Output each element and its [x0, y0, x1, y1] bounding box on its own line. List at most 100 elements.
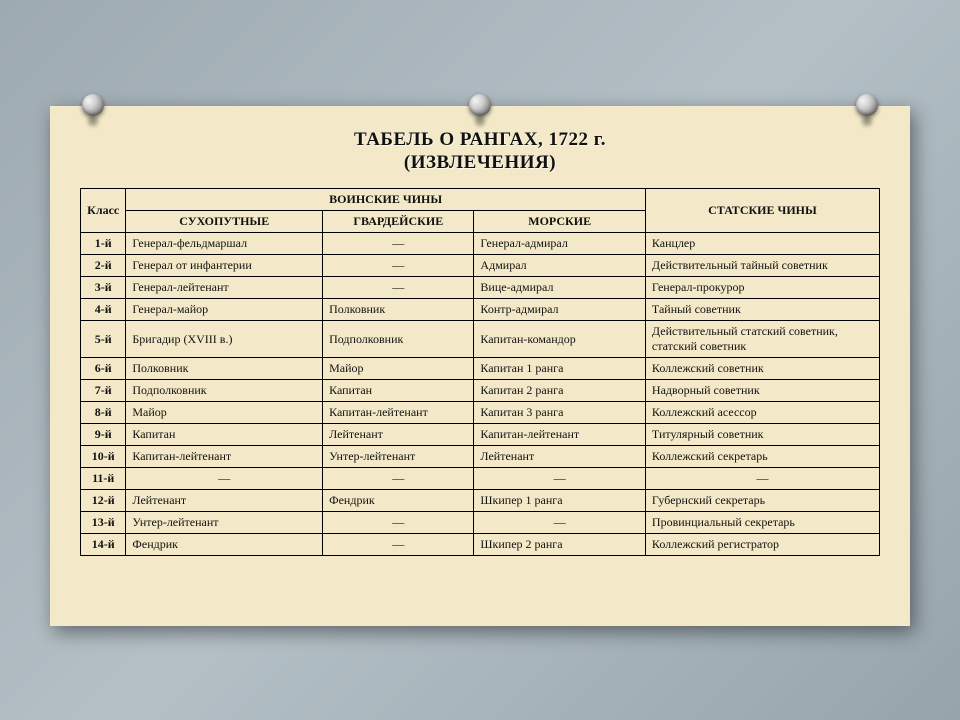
cell-naval: Шкипер 2 ранга: [474, 534, 646, 556]
cell-guard: Фендрик: [323, 490, 474, 512]
cell-land: Лейтенант: [126, 490, 323, 512]
cell-naval: Капитан-лейтенант: [474, 424, 646, 446]
cell-land: —: [126, 468, 323, 490]
cell-land: Генерал-фельдмаршал: [126, 233, 323, 255]
document-card: ТАБЕЛЬ О РАНГАХ, 1722 г. (ИЗВЛЕЧЕНИЯ) Кл…: [50, 106, 910, 626]
cell-guard: Полковник: [323, 299, 474, 321]
cell-guard: Унтер-лейтенант: [323, 446, 474, 468]
cell-guard: —: [323, 277, 474, 299]
cell-naval: Вице-адмирал: [474, 277, 646, 299]
cell-land: Капитан: [126, 424, 323, 446]
cell-civil: Губернский секретарь: [645, 490, 879, 512]
table-row: 12-йЛейтенантФендрикШкипер 1 рангаГуберн…: [81, 490, 880, 512]
cell-class: 8-й: [81, 402, 126, 424]
cell-civil: —: [645, 468, 879, 490]
cell-guard: Капитан: [323, 380, 474, 402]
col-header-naval: МОРСКИЕ: [474, 211, 646, 233]
cell-naval: Шкипер 1 ранга: [474, 490, 646, 512]
cell-civil: Коллежский советник: [645, 358, 879, 380]
cell-civil: Коллежский секретарь: [645, 446, 879, 468]
cell-class: 11-й: [81, 468, 126, 490]
cell-civil: Коллежский регистратор: [645, 534, 879, 556]
rivet-icon: [856, 94, 878, 116]
rivet-icon: [82, 94, 104, 116]
cell-civil: Действительный тайный советник: [645, 255, 879, 277]
cell-guard: —: [323, 512, 474, 534]
cell-civil: Канцлер: [645, 233, 879, 255]
col-header-class: Класс: [81, 189, 126, 233]
col-header-guard: ГВАРДЕЙСКИЕ: [323, 211, 474, 233]
title-block: ТАБЕЛЬ О РАНГАХ, 1722 г. (ИЗВЛЕЧЕНИЯ): [80, 129, 880, 174]
table-row: 6-йПолковникМайорКапитан 1 рангаКоллежск…: [81, 358, 880, 380]
cell-land: Генерал от инфантерии: [126, 255, 323, 277]
cell-guard: —: [323, 534, 474, 556]
table-row: 5-йБригадир (XVIII в.)ПодполковникКапита…: [81, 321, 880, 358]
table-row: 11-й————: [81, 468, 880, 490]
ranks-table: Класс ВОИНСКИЕ ЧИНЫ СТАТСКИЕ ЧИНЫ СУХОПУ…: [80, 188, 880, 556]
cell-land: Бригадир (XVIII в.): [126, 321, 323, 358]
cell-class: 7-й: [81, 380, 126, 402]
col-header-land: СУХОПУТНЫЕ: [126, 211, 323, 233]
cell-guard: —: [323, 468, 474, 490]
cell-land: Фендрик: [126, 534, 323, 556]
cell-guard: Майор: [323, 358, 474, 380]
table-row: 9-йКапитанЛейтенантКапитан-лейтенантТиту…: [81, 424, 880, 446]
table-row: 13-йУнтер-лейтенант——Провинциальный секр…: [81, 512, 880, 534]
cell-class: 1-й: [81, 233, 126, 255]
cell-class: 3-й: [81, 277, 126, 299]
table-row: 1-йГенерал-фельдмаршал—Генерал-адмиралКа…: [81, 233, 880, 255]
cell-land: Унтер-лейтенант: [126, 512, 323, 534]
cell-class: 10-й: [81, 446, 126, 468]
cell-civil: Действительный статский советник, статск…: [645, 321, 879, 358]
table-row: 2-йГенерал от инфантерии—АдмиралДействит…: [81, 255, 880, 277]
cell-naval: —: [474, 468, 646, 490]
paper-sheet: ТАБЕЛЬ О РАНГАХ, 1722 г. (ИЗВЛЕЧЕНИЯ) Кл…: [50, 106, 910, 626]
table-row: 4-йГенерал-майорПолковникКонтр-адмиралТа…: [81, 299, 880, 321]
table-row: 3-йГенерал-лейтенант—Вице-адмиралГенерал…: [81, 277, 880, 299]
cell-civil: Коллежский асессор: [645, 402, 879, 424]
col-header-military-group: ВОИНСКИЕ ЧИНЫ: [126, 189, 646, 211]
col-header-civil: СТАТСКИЕ ЧИНЫ: [645, 189, 879, 233]
cell-civil: Генерал-прокурор: [645, 277, 879, 299]
cell-naval: Контр-адмирал: [474, 299, 646, 321]
cell-naval: Лейтенант: [474, 446, 646, 468]
cell-naval: Капитан-командор: [474, 321, 646, 358]
cell-civil: Титулярный советник: [645, 424, 879, 446]
title-line-1: ТАБЕЛЬ О РАНГАХ, 1722 г.: [80, 129, 880, 151]
table-row: 7-йПодполковникКапитанКапитан 2 рангаНад…: [81, 380, 880, 402]
cell-class: 6-й: [81, 358, 126, 380]
cell-guard: Капитан-лейтенант: [323, 402, 474, 424]
cell-class: 5-й: [81, 321, 126, 358]
cell-class: 4-й: [81, 299, 126, 321]
cell-naval: Капитан 3 ранга: [474, 402, 646, 424]
table-header-row-1: Класс ВОИНСКИЕ ЧИНЫ СТАТСКИЕ ЧИНЫ: [81, 189, 880, 211]
cell-guard: —: [323, 255, 474, 277]
cell-class: 12-й: [81, 490, 126, 512]
cell-class: 9-й: [81, 424, 126, 446]
cell-naval: Капитан 2 ранга: [474, 380, 646, 402]
cell-civil: Тайный советник: [645, 299, 879, 321]
table-row: 8-йМайорКапитан-лейтенантКапитан 3 ранга…: [81, 402, 880, 424]
cell-class: 2-й: [81, 255, 126, 277]
table-row: 14-йФендрик—Шкипер 2 рангаКоллежский рег…: [81, 534, 880, 556]
cell-land: Капитан-лейтенант: [126, 446, 323, 468]
cell-class: 14-й: [81, 534, 126, 556]
cell-civil: Надворный советник: [645, 380, 879, 402]
cell-land: Майор: [126, 402, 323, 424]
table-row: 10-йКапитан-лейтенантУнтер-лейтенантЛейт…: [81, 446, 880, 468]
cell-land: Подполковник: [126, 380, 323, 402]
title-line-2: (ИЗВЛЕЧЕНИЯ): [80, 152, 880, 174]
cell-naval: Адмирал: [474, 255, 646, 277]
cell-civil: Провинциальный секретарь: [645, 512, 879, 534]
cell-naval: Капитан 1 ранга: [474, 358, 646, 380]
cell-land: Генерал-майор: [126, 299, 323, 321]
cell-naval: —: [474, 512, 646, 534]
cell-class: 13-й: [81, 512, 126, 534]
cell-guard: —: [323, 233, 474, 255]
cell-naval: Генерал-адмирал: [474, 233, 646, 255]
cell-guard: Подполковник: [323, 321, 474, 358]
cell-guard: Лейтенант: [323, 424, 474, 446]
cell-land: Полковник: [126, 358, 323, 380]
cell-land: Генерал-лейтенант: [126, 277, 323, 299]
rivet-icon: [469, 94, 491, 116]
